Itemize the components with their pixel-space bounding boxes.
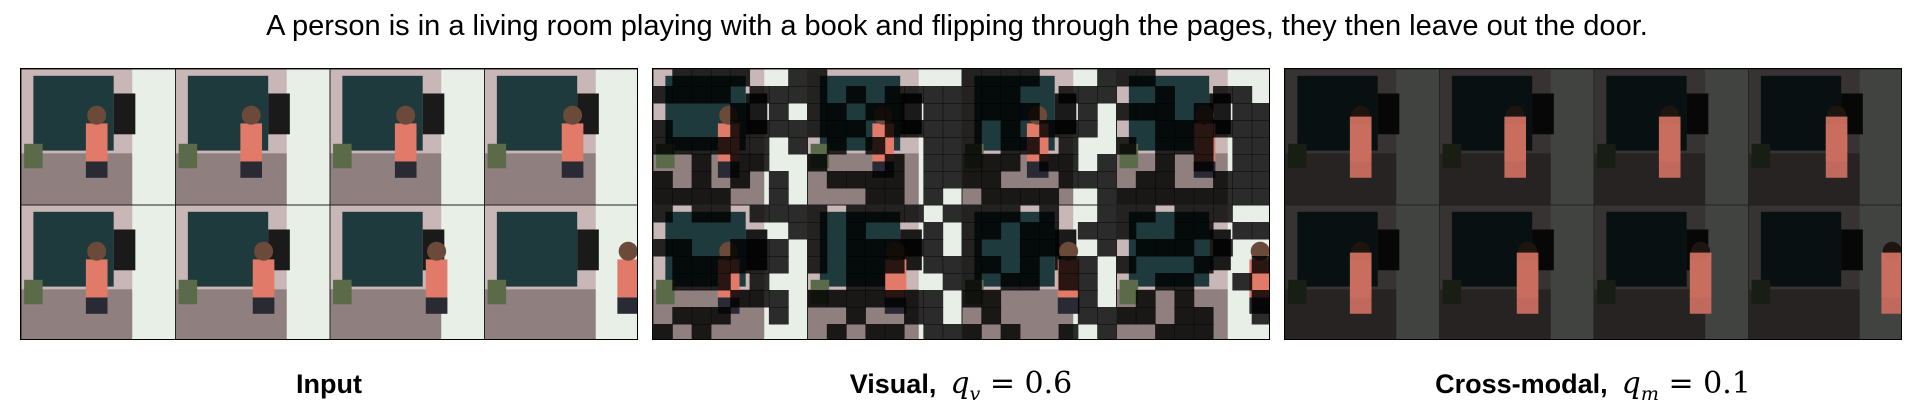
video-frame xyxy=(1439,204,1595,339)
video-frame xyxy=(653,69,808,206)
visual-q-value: 0.6 xyxy=(1024,366,1073,401)
figure-caption: A person is in a living room playing wit… xyxy=(266,10,1648,42)
video-frame xyxy=(175,204,331,339)
cross-modal-label-text: Cross-modal, xyxy=(1435,369,1608,399)
video-frame xyxy=(1116,69,1269,206)
video-frame xyxy=(484,204,637,339)
video-frame xyxy=(1116,204,1269,339)
video-frame xyxy=(961,204,1117,339)
input-label: Input xyxy=(20,362,638,406)
video-frame xyxy=(329,204,485,339)
cross-modal-masked-frames-grid xyxy=(1284,68,1902,340)
video-frame xyxy=(1285,69,1440,206)
video-frame xyxy=(1593,204,1749,339)
video-frame xyxy=(961,69,1117,206)
video-frame xyxy=(1593,69,1749,206)
video-frame xyxy=(653,204,808,339)
visual-label-text: Visual, xyxy=(849,369,937,399)
cross-modal-q-value: 0.1 xyxy=(1703,366,1751,401)
video-frame xyxy=(175,69,331,206)
visual-q-sub: v xyxy=(969,383,981,405)
video-frame xyxy=(484,69,637,206)
visual-masked-frames-grid xyxy=(652,68,1270,340)
video-frame xyxy=(329,69,485,206)
video-frame xyxy=(1285,204,1440,339)
visual-q-var: q xyxy=(950,366,970,401)
input-frames-grid xyxy=(20,68,638,340)
cross-modal-q-sub: m xyxy=(1640,383,1659,405)
input-frames-image xyxy=(21,69,637,339)
cross-modal-masked-frames-image xyxy=(1285,69,1901,339)
video-frame xyxy=(1748,69,1901,206)
cross-modal-label: Cross-modal, qm = 0.1 xyxy=(1284,362,1902,416)
video-frame xyxy=(1439,69,1595,206)
video-frame xyxy=(21,204,176,339)
input-label-text: Input xyxy=(296,369,362,399)
video-frame xyxy=(21,69,176,206)
visual-masked-frames-image xyxy=(653,69,1269,339)
visual-q-formula: qv = 0.6 xyxy=(950,366,1073,405)
cross-modal-q-var: q xyxy=(1621,366,1641,401)
video-frame xyxy=(1748,204,1901,339)
video-frame xyxy=(807,69,963,206)
cross-modal-q-formula: qm = 0.1 xyxy=(1621,366,1751,405)
visual-label: Visual, qv = 0.6 xyxy=(652,362,1270,416)
video-frame xyxy=(807,204,963,339)
